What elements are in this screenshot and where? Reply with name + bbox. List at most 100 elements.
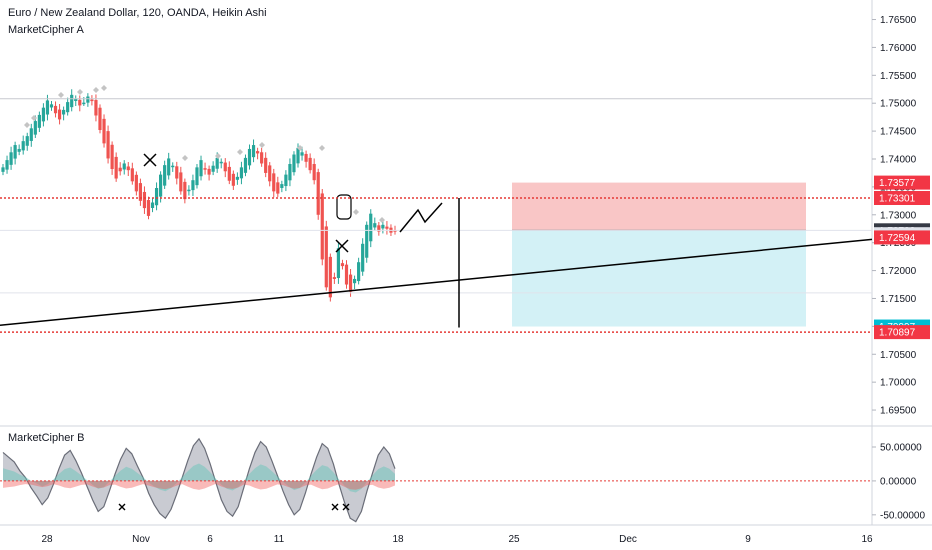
- x-signal-mark: [335, 239, 349, 253]
- candle-body: [45, 100, 50, 115]
- candle-body: [219, 161, 223, 164]
- sub-tick-label: 0.00000: [880, 476, 917, 487]
- sub-x-mark: [331, 503, 339, 511]
- sub-tick-label: 50.00000: [880, 442, 922, 453]
- candle-body: [373, 223, 377, 228]
- candle-body: [94, 100, 98, 116]
- time-tick-label: Dec: [619, 534, 637, 545]
- candle-body: [183, 181, 187, 200]
- candle-body: [365, 224, 369, 258]
- price-tick-label: 1.71500: [880, 294, 917, 305]
- candle-body: [175, 166, 179, 179]
- price-tick-label: 1.74000: [880, 155, 917, 166]
- candle-body: [118, 167, 122, 172]
- candle-body: [203, 168, 207, 170]
- candle-body: [247, 148, 252, 166]
- candle-body: [25, 136, 29, 146]
- wave-area: [3, 438, 395, 522]
- candle-body: [255, 151, 260, 154]
- candle-body: [154, 188, 159, 206]
- candle-body: [179, 172, 183, 192]
- candle-body: [328, 256, 332, 298]
- candle-body: [195, 167, 199, 186]
- candle-body: [251, 145, 256, 158]
- candle-body: [37, 114, 41, 128]
- candle-body: [78, 99, 82, 106]
- candle-body: [146, 200, 151, 216]
- candle-body: [49, 104, 54, 108]
- candle-body: [159, 174, 163, 197]
- candle-body: [332, 277, 336, 279]
- candle-body: [171, 165, 175, 168]
- candle-body: [235, 176, 239, 180]
- candle-body: [292, 154, 296, 173]
- candle-body: [215, 157, 219, 169]
- sub-x-mark: [118, 503, 126, 511]
- price-tick-label: 1.72000: [880, 266, 917, 277]
- indicator-a-title[interactable]: MarketCipher A: [8, 24, 84, 36]
- price-tag: [874, 190, 930, 205]
- candle-body: [381, 224, 385, 229]
- candle-body: [74, 98, 78, 101]
- signal-diamond: [31, 115, 37, 121]
- signal-diamond: [259, 142, 265, 148]
- signal-diamond: [319, 145, 325, 151]
- candle-body: [187, 189, 191, 192]
- candle-body: [66, 102, 70, 113]
- candle-body: [110, 144, 114, 170]
- candle-body: [316, 172, 320, 215]
- candle-body: [138, 183, 143, 201]
- candle-body: [142, 191, 147, 209]
- candle-body: [53, 105, 58, 114]
- candle-body: [150, 202, 155, 208]
- price-tag-label: 1.73577: [879, 178, 916, 189]
- signal-diamond: [237, 149, 243, 155]
- candle-body: [264, 157, 268, 173]
- indicator-b-title[interactable]: MarketCipher B: [8, 432, 85, 444]
- candle-body: [348, 274, 353, 292]
- candle-body: [268, 165, 272, 182]
- candle-body: [114, 156, 118, 179]
- signal-diamond: [215, 153, 221, 159]
- price-tag: [874, 325, 930, 340]
- candle-body: [167, 158, 171, 176]
- sub-tick-label: -50.00000: [880, 510, 925, 521]
- candle-body: [1, 167, 5, 172]
- time-tick-label: 16: [861, 534, 873, 545]
- candle-body: [9, 152, 13, 165]
- price-tick-label: 1.75000: [880, 99, 917, 110]
- candle-body: [243, 157, 248, 173]
- price-tick-label: 1.69500: [880, 406, 917, 417]
- signal-diamond: [353, 209, 359, 215]
- candle-body: [300, 152, 304, 156]
- candle-body: [62, 109, 66, 115]
- candle-body: [308, 157, 312, 171]
- candle-body: [102, 118, 106, 144]
- price-tick-label: 1.73000: [880, 210, 917, 221]
- time-tick-label: 25: [508, 534, 520, 545]
- candle-body: [98, 107, 102, 130]
- price-tag-label: 1.70897: [879, 328, 916, 339]
- candle-body: [260, 152, 264, 164]
- price-tick-label: 1.75500: [880, 71, 917, 82]
- candle-body: [126, 166, 130, 171]
- chart-symbol-title[interactable]: Euro / New Zealand Dollar, 120, OANDA, H…: [8, 7, 267, 19]
- candle-body: [13, 145, 17, 159]
- candle-body: [340, 263, 345, 267]
- time-tick-label: 9: [745, 534, 751, 545]
- candle-body: [344, 264, 349, 285]
- market-cipher-b-oscillator: [0, 437, 872, 523]
- candle-body: [70, 94, 74, 108]
- take-profit-zone: [512, 230, 806, 327]
- signal-diamond: [58, 92, 64, 98]
- candle-body: [207, 168, 211, 175]
- candle-body: [296, 147, 300, 164]
- candle-body: [312, 164, 316, 181]
- price-tick-label: 1.76500: [880, 15, 917, 26]
- candle-body: [191, 180, 195, 191]
- candle-body: [272, 173, 276, 192]
- candle-body: [82, 102, 86, 105]
- candle-body: [33, 121, 37, 135]
- price-tag-label: 1.73301: [879, 193, 916, 204]
